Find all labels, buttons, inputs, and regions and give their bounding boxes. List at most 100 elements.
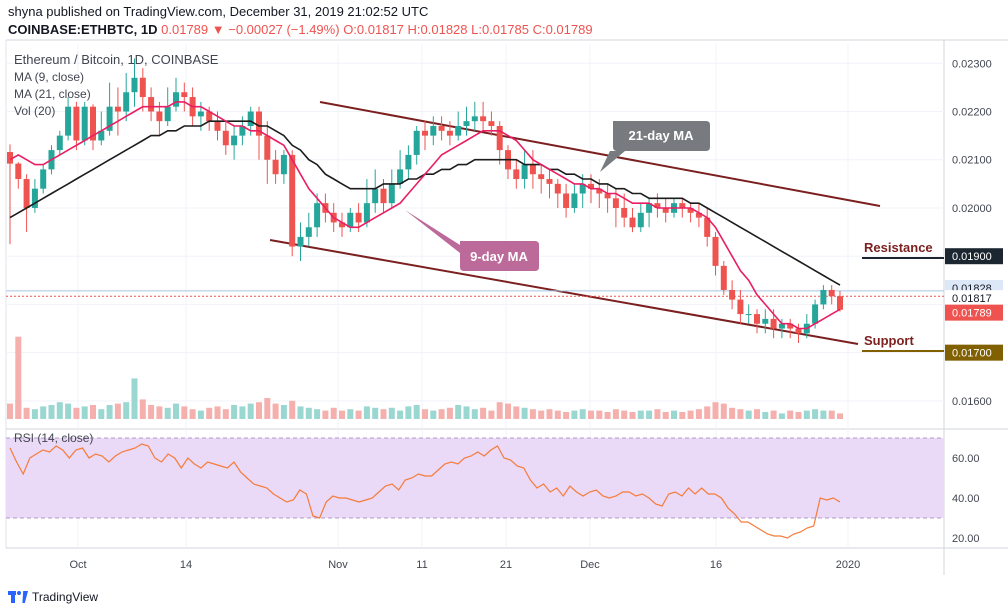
- volume-bar: [98, 409, 105, 419]
- volume-bar: [621, 410, 628, 419]
- candle-body: [90, 106, 96, 141]
- volume-bar: [762, 412, 769, 419]
- volume-bar: [579, 409, 586, 419]
- volume-bar: [164, 407, 171, 419]
- volume-bar: [330, 407, 337, 419]
- candle-body: [206, 111, 213, 122]
- candle-body: [40, 169, 47, 189]
- candle-body: [355, 212, 362, 223]
- ma9-callout: 9-day MA: [405, 210, 539, 271]
- volume-bar: [712, 402, 719, 419]
- price-tick-label: 0.02300: [952, 58, 992, 70]
- volume-bar: [629, 412, 636, 419]
- candle-body: [297, 236, 304, 247]
- volume-bar: [322, 410, 329, 419]
- candle-body: [380, 188, 387, 204]
- candle-body: [314, 203, 321, 228]
- channel-upper-line: [319, 101, 881, 207]
- resistance-tag-bg: [945, 248, 1003, 265]
- candle-body: [513, 169, 520, 180]
- candle-body: [604, 193, 611, 199]
- candle-body: [256, 111, 262, 136]
- candle-body: [621, 207, 628, 218]
- candle-body: [712, 236, 719, 266]
- volume-bar: [471, 409, 478, 419]
- ma21-callout-text: 21-day MA: [628, 128, 694, 143]
- publish-info: shyna published on TradingView.com, Dece…: [8, 4, 429, 19]
- volume-bar: [446, 407, 453, 419]
- candle-body: [754, 314, 760, 324]
- volume-bar: [812, 409, 819, 419]
- candle-body: [745, 314, 752, 316]
- volume-bar: [413, 405, 420, 419]
- candle-body: [762, 318, 769, 324]
- candle-body: [546, 179, 553, 184]
- volume-bar: [173, 403, 179, 419]
- open-tag-text: 0.01817: [952, 293, 992, 305]
- candle-body: [679, 203, 686, 208]
- ma9-callout-text: 9-day MA: [470, 249, 528, 264]
- volume-bar: [131, 378, 138, 419]
- volume-bar: [646, 410, 653, 419]
- candle-body: [729, 289, 736, 300]
- volume-bar: [297, 406, 304, 419]
- volume-bar: [280, 405, 287, 419]
- volume-bar: [372, 407, 379, 419]
- volume-bar: [521, 407, 528, 419]
- volume-bar: [81, 406, 88, 419]
- candle-body: [828, 289, 835, 297]
- symbol-label: COINBASE:ETHBTC, 1D: [8, 22, 158, 37]
- candle-body: [123, 92, 130, 112]
- candle-body: [114, 106, 121, 112]
- candle-body: [173, 92, 179, 107]
- volume-bar: [15, 336, 22, 419]
- time-tick-label: Dec: [580, 559, 600, 571]
- symbol-quote-line: COINBASE:ETHBTC, 1D 0.01789 ▼ −0.00027 (…: [8, 22, 593, 37]
- support-label: Support: [864, 333, 914, 348]
- candle-body: [795, 328, 802, 334]
- volume-bar: [90, 405, 96, 419]
- volume-bar: [571, 410, 578, 419]
- volume-bar: [704, 406, 711, 419]
- volume-bar: [388, 407, 395, 419]
- support-tag-text: 0.01700: [952, 348, 992, 360]
- volume-bar: [339, 410, 345, 419]
- volume-bars: [7, 336, 843, 419]
- candle-body: [430, 125, 437, 136]
- volume-bar: [197, 410, 204, 419]
- candle-body: [272, 159, 279, 175]
- volume-bar: [596, 410, 603, 419]
- volume-bar: [405, 406, 412, 419]
- volume-bar: [264, 398, 271, 419]
- moving-averages: [9, 101, 841, 330]
- candle-body: [15, 163, 22, 180]
- candle-body: [770, 318, 777, 329]
- volume-bar: [687, 410, 694, 419]
- volume-bar: [529, 409, 536, 419]
- candle-body: [496, 125, 503, 151]
- candle-body: [480, 116, 487, 122]
- candle-body: [280, 154, 287, 175]
- volume-bar: [31, 409, 38, 419]
- volume-bar: [7, 403, 13, 419]
- candle-body: [31, 188, 38, 208]
- volume-bar: [463, 406, 470, 419]
- volume-bar: [612, 409, 619, 419]
- candle-body: [571, 193, 578, 208]
- legend-rsi: RSI (14, close): [14, 431, 94, 445]
- candle-body: [339, 222, 345, 228]
- candle-body: [463, 121, 470, 126]
- volume-bar: [496, 402, 503, 419]
- candle-body: [65, 106, 72, 136]
- candle-body: [106, 106, 113, 131]
- candle-body: [654, 203, 661, 208]
- time-tick-label: 21: [500, 559, 512, 571]
- price-tick-label: 0.01600: [952, 396, 992, 408]
- candle-body: [646, 203, 653, 213]
- volume-bar: [505, 403, 511, 419]
- volume-bar: [363, 406, 370, 419]
- candle-body: [529, 164, 536, 175]
- candle-body: [264, 135, 271, 160]
- candle-body: [422, 130, 428, 136]
